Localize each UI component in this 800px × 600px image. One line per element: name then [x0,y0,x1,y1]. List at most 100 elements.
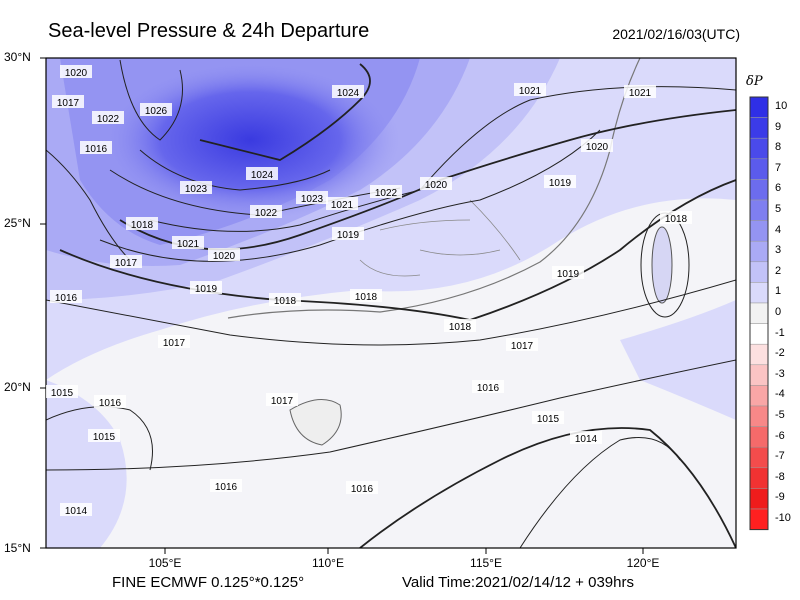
model-info: FINE ECMWF 0.125°*0.125° [112,574,305,591]
svg-text:1023: 1023 [185,184,208,195]
legend-label: -6 [775,429,785,442]
svg-text:1016: 1016 [99,398,122,409]
contour-label: 1019 [552,266,584,280]
legend-label: -10 [775,512,791,524]
svg-text:1023: 1023 [301,194,324,205]
legend-swatch [749,158,769,180]
svg-text:1018: 1018 [274,296,297,307]
contour-label: 1015 [46,385,78,399]
legend-swatch [749,96,769,118]
isobar-1015-west [46,406,153,471]
contour-label: 1017 [52,95,84,109]
isobar-1016-south [46,359,736,471]
contour-label: 1014 [570,431,602,445]
svg-text:1014: 1014 [65,506,88,517]
contour-label: 1019 [544,175,576,189]
coastline [227,58,641,319]
lon-label-115e: 115°E [470,556,502,570]
contour-label: 1018 [350,289,382,303]
legend-label: 8 [775,141,782,154]
contour-label: 1016 [80,141,112,155]
svg-text:1018: 1018 [131,220,154,231]
contour-label: 1016 [50,290,82,304]
svg-text:1018: 1018 [355,292,378,303]
forecast-timestamp: 2021/02/16/03(UTC) [612,26,740,42]
svg-text:1017: 1017 [163,338,186,349]
lat-label-15n: 15°N [4,541,31,555]
contour-label: 1019 [332,227,364,241]
contour-labels: 1020 1017 1022 1026 1024 1016 1024 1023 1022 1023… [46,65,692,517]
isobar-1019 [99,129,601,262]
legend-swatch [749,364,769,386]
contour-label: 1021 [172,236,204,250]
contour-label: 1015 [532,411,564,425]
legend-label: -4 [775,388,785,401]
isobar-1024 [199,63,371,161]
svg-text:1016: 1016 [351,484,374,495]
contour-label: 1023 [180,181,212,195]
contour-label: 1020 [60,65,92,79]
svg-text:1015: 1015 [537,414,560,425]
contour-label: 1024 [332,85,364,99]
isobar-1023 [139,149,331,191]
contour-label: 1017 [506,338,538,352]
valid-time: Valid Time:2021/02/14/12 + 039hrs [402,574,634,591]
isobar-1017 [46,279,736,346]
lon-label-120e: 120°E [626,556,660,570]
isobar-west [46,149,131,261]
legend-label: 10 [775,100,788,112]
contour-label: 1021 [624,85,656,99]
map-frame [45,57,737,549]
contour-label: 1018 [660,211,692,225]
svg-text:1018: 1018 [665,214,688,225]
contour-label: 1017 [158,335,190,349]
map-field [46,58,736,548]
isobar-1018 [59,179,736,321]
departure-band-east [620,300,736,420]
legend-swatch [749,179,769,201]
svg-text:1017: 1017 [271,396,294,407]
legend-swatch [749,405,769,427]
svg-text:1024: 1024 [251,170,274,181]
legend-swatch [749,343,769,366]
legend-swatch [749,385,769,407]
legend-swatch [749,488,769,510]
svg-text:1020: 1020 [425,180,448,191]
svg-text:1026: 1026 [145,106,168,117]
legend-swatch [749,323,769,345]
isobar-1014-south [519,437,681,548]
contour-label: 1018 [269,293,301,307]
legend-swatch [749,426,769,448]
lat-label-25n: 25°N [4,216,31,230]
contour-label: 1016 [472,380,504,394]
legend-swatch [749,117,769,139]
taiwan-island [651,226,673,304]
svg-text:1019: 1019 [195,284,218,295]
lon-label-105e: 105°E [148,556,182,570]
svg-text:1016: 1016 [55,293,78,304]
lat-label-20n: 20°N [4,380,31,394]
svg-text:1021: 1021 [629,88,652,99]
svg-text:1020: 1020 [213,251,236,262]
legend-swatch [749,508,769,530]
svg-text:1016: 1016 [85,144,108,155]
legend-label: -3 [775,367,785,380]
legend-swatch [749,467,769,489]
contour-label: 1021 [514,83,546,97]
legend-label: 2 [775,264,782,277]
legend-label: 0 [775,306,782,318]
legend-title: δP [746,74,763,89]
contour-label: 1024 [246,167,278,181]
legend-colorbar [749,96,769,531]
legend-swatch [749,302,769,324]
contour-label: 1022 [250,205,282,219]
contour-label: 1019 [190,281,222,295]
axis-ticks [40,57,644,554]
contour-label: 1021 [326,197,358,211]
svg-text:1016: 1016 [477,383,500,394]
svg-text:1014: 1014 [575,434,598,445]
isobar-1026 [119,59,183,141]
contour-label: 1023 [296,191,328,205]
contour-label: 1022 [370,185,402,199]
